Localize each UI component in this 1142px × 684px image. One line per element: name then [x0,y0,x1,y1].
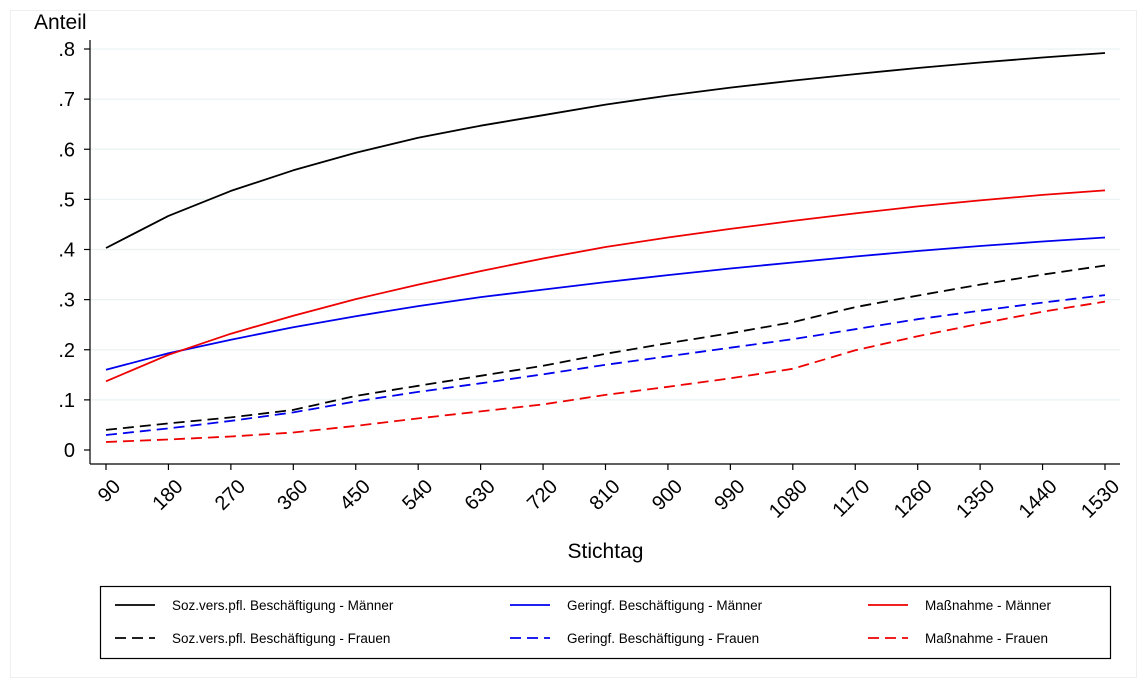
x-tick-label: 90 [94,476,125,507]
series-lines [105,52,1106,443]
x-tick-label: 900 [648,476,687,515]
series-line-2 [105,236,1106,371]
x-tick-label: 630 [461,476,500,515]
y-tick-label: .5 [58,189,75,211]
legend-label: Maßnahme - Frauen [925,631,1048,646]
series-line-4 [105,189,1106,383]
legend-label: Geringf. Beschäftigung - Frauen [567,631,759,646]
x-tick-label: 1530 [1077,476,1124,523]
y-tick-label: .8 [58,39,75,61]
x-tick-label: 180 [148,476,187,515]
x-tick-label: 1080 [765,476,812,523]
x-tick-label: 1170 [828,476,874,522]
y-tick-label: .4 [58,240,75,262]
x-tick-label: 360 [273,476,312,515]
legend-box [99,585,1112,660]
x-tick-label: 270 [211,476,250,515]
legend-label: Maßnahme - Männer [925,598,1052,613]
chart-outer-border [10,10,1137,678]
y-tick-label: .3 [58,290,75,312]
legend-label: Geringf. Beschäftigung - Männer [567,598,763,613]
y-tick-label: 0 [64,440,75,462]
y-tick-label: .1 [58,390,75,412]
x-tick-label: 1260 [890,476,937,523]
y-tick-label: .6 [58,139,75,161]
x-tick-label: 1440 [1015,476,1062,523]
series-line-0 [105,52,1106,249]
x-axis-title: Stichtag [568,540,644,563]
series-line-1 [105,264,1106,431]
series-line-5 [105,300,1106,443]
x-tick-label: 450 [336,476,375,515]
x-tick-label: 810 [585,476,624,515]
x-tick-label: 1350 [952,476,999,523]
legend-label: Soz.vers.pfl. Beschäftigung - Männer [172,598,394,613]
y-tick-label: .2 [58,340,75,362]
x-tick-label: 720 [523,476,562,515]
y-tick-label: .7 [58,89,75,111]
legend: Soz.vers.pfl. Beschäftigung - Männer Geri… [99,585,1112,660]
gridlines [90,48,1120,401]
x-tick-label: 540 [398,476,437,515]
legend-label: Soz.vers.pfl. Beschäftigung - Frauen [172,631,390,646]
series-line-3 [105,294,1106,436]
y-axis-title: Anteil [34,11,87,34]
x-tick-label: 990 [710,476,749,515]
axes: 0 .1 .2 .3 .4 .5 .6 .7 .8 Anteil 90 180 270 360 450 540… [34,11,1124,563]
